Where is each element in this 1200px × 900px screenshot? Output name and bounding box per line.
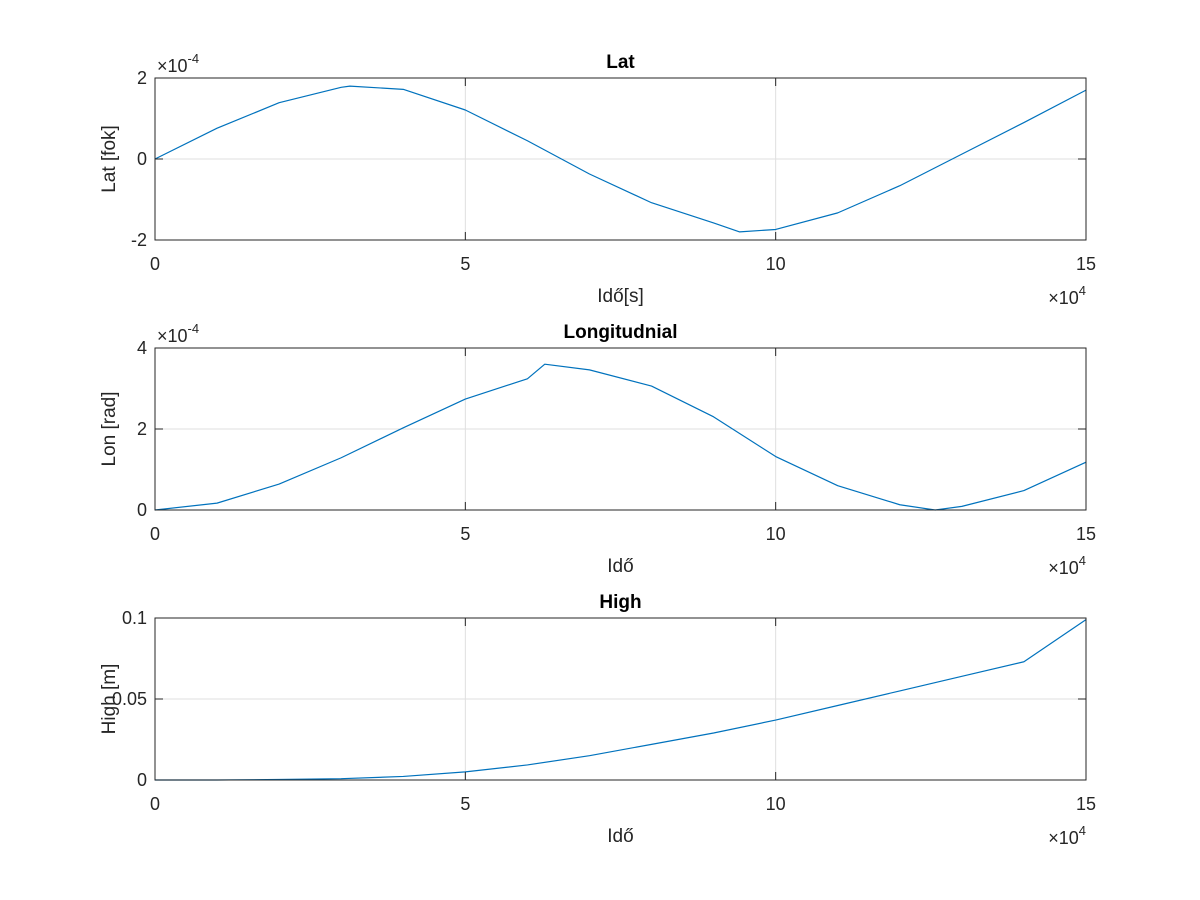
- y-tick-label: 2: [137, 419, 147, 439]
- y-tick-label: 4: [137, 338, 147, 358]
- chart-title: High: [599, 592, 641, 613]
- y-tick-label: 0: [137, 770, 147, 790]
- x-tick-label: 5: [460, 794, 470, 814]
- series-line-1: [154, 363, 1087, 511]
- y-tick-label: 0.05: [112, 689, 147, 709]
- x-axis-label: Idő[s]: [597, 286, 643, 307]
- y-multiplier: ×10-4: [157, 321, 199, 346]
- chart-title: Lat: [606, 52, 635, 73]
- subplot-3: 0 5 10 15 0 0.05 0.1 High Idő High [m] ×104: [99, 592, 1096, 848]
- x-tick-label: 0: [150, 254, 160, 274]
- y-tick-label: 2: [137, 68, 147, 88]
- y-axis-label: Lon [rad]: [99, 392, 120, 467]
- x-multiplier: ×104: [1048, 823, 1086, 848]
- y-tick-label: 0.1: [122, 608, 147, 628]
- x-tick-label: 10: [766, 524, 786, 544]
- x-tick-label: 15: [1076, 254, 1096, 274]
- y-axis-label: Lat [fok]: [99, 125, 120, 193]
- x-tick-label: 10: [766, 794, 786, 814]
- x-tick-label: 0: [150, 794, 160, 814]
- x-tick-label: 5: [460, 524, 470, 544]
- x-axis-label: Idő: [607, 826, 633, 847]
- y-tick-label: 0: [137, 500, 147, 520]
- x-tick-label: 15: [1076, 794, 1096, 814]
- y-multiplier: ×10-4: [157, 51, 199, 76]
- x-axis-label: Idő: [607, 556, 633, 577]
- chart-title: Longitudnial: [564, 322, 678, 343]
- y-axis-label: High [m]: [99, 664, 120, 735]
- series-line-1: [155, 619, 1087, 781]
- x-tick-label: 15: [1076, 524, 1096, 544]
- y-tick-label: 0: [137, 149, 147, 169]
- x-tick-label: 10: [766, 254, 786, 274]
- series-line-1: [154, 85, 1087, 233]
- x-tick-label: 5: [460, 254, 470, 274]
- x-multiplier: ×104: [1048, 283, 1086, 308]
- x-multiplier: ×104: [1048, 553, 1086, 578]
- y-tick-label: -2: [131, 230, 147, 250]
- subplot-2: 0 5 10 15 0 2 4 Longitudnial Idő Lon [rad] ×104 ×10…: [99, 321, 1096, 578]
- x-tick-label: 0: [150, 524, 160, 544]
